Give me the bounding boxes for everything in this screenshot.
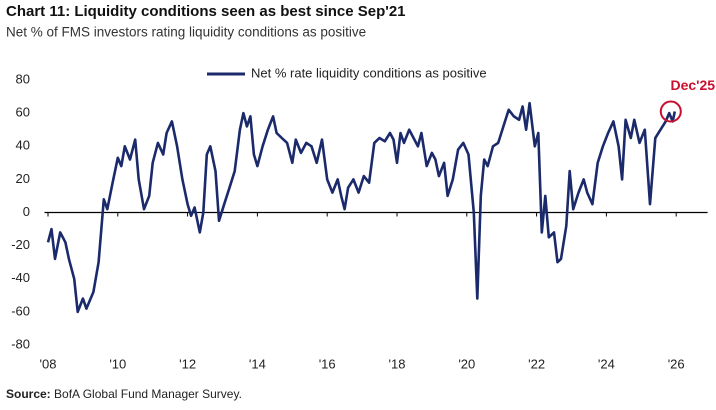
x-tick-label: '12 xyxy=(179,356,196,371)
y-tick-label: -80 xyxy=(11,336,30,351)
source-label: Source: xyxy=(6,387,51,401)
x-tick-label: '16 xyxy=(319,356,336,371)
x-tick-label: '08 xyxy=(40,356,57,371)
legend-label: Net % rate liquidity conditions as posit… xyxy=(251,65,487,80)
y-tick-label: 0 xyxy=(23,204,30,219)
chart-title: Chart 11: Liquidity conditions seen as b… xyxy=(6,3,406,20)
x-tick-label: '18 xyxy=(389,356,406,371)
y-tick-label: 40 xyxy=(16,138,30,153)
y-tick-label: 80 xyxy=(16,71,30,86)
y-tick-label: 60 xyxy=(16,105,30,120)
y-tick-label: -40 xyxy=(11,270,30,285)
x-tick-label: '24 xyxy=(598,356,615,371)
y-tick-label: -20 xyxy=(11,237,30,252)
x-tick-label: '10 xyxy=(109,356,126,371)
y-tick-label: 20 xyxy=(16,171,30,186)
data-line xyxy=(46,101,677,314)
annotation-circle xyxy=(659,100,682,123)
chart-subtitle: Net % of FMS investors rating liquidity … xyxy=(6,25,366,40)
annotation: Dec'25 xyxy=(670,77,715,93)
y-tick-label: -60 xyxy=(11,303,30,318)
x-tick-label: '14 xyxy=(249,356,266,371)
x-tick-label: '22 xyxy=(528,356,545,371)
source: Source: BofA Global Fund Manager Survey. xyxy=(6,387,242,401)
x-tick-label: '26 xyxy=(668,356,685,371)
x-tick-label: '20 xyxy=(458,356,475,371)
source-text: BofA Global Fund Manager Survey. xyxy=(54,387,242,401)
